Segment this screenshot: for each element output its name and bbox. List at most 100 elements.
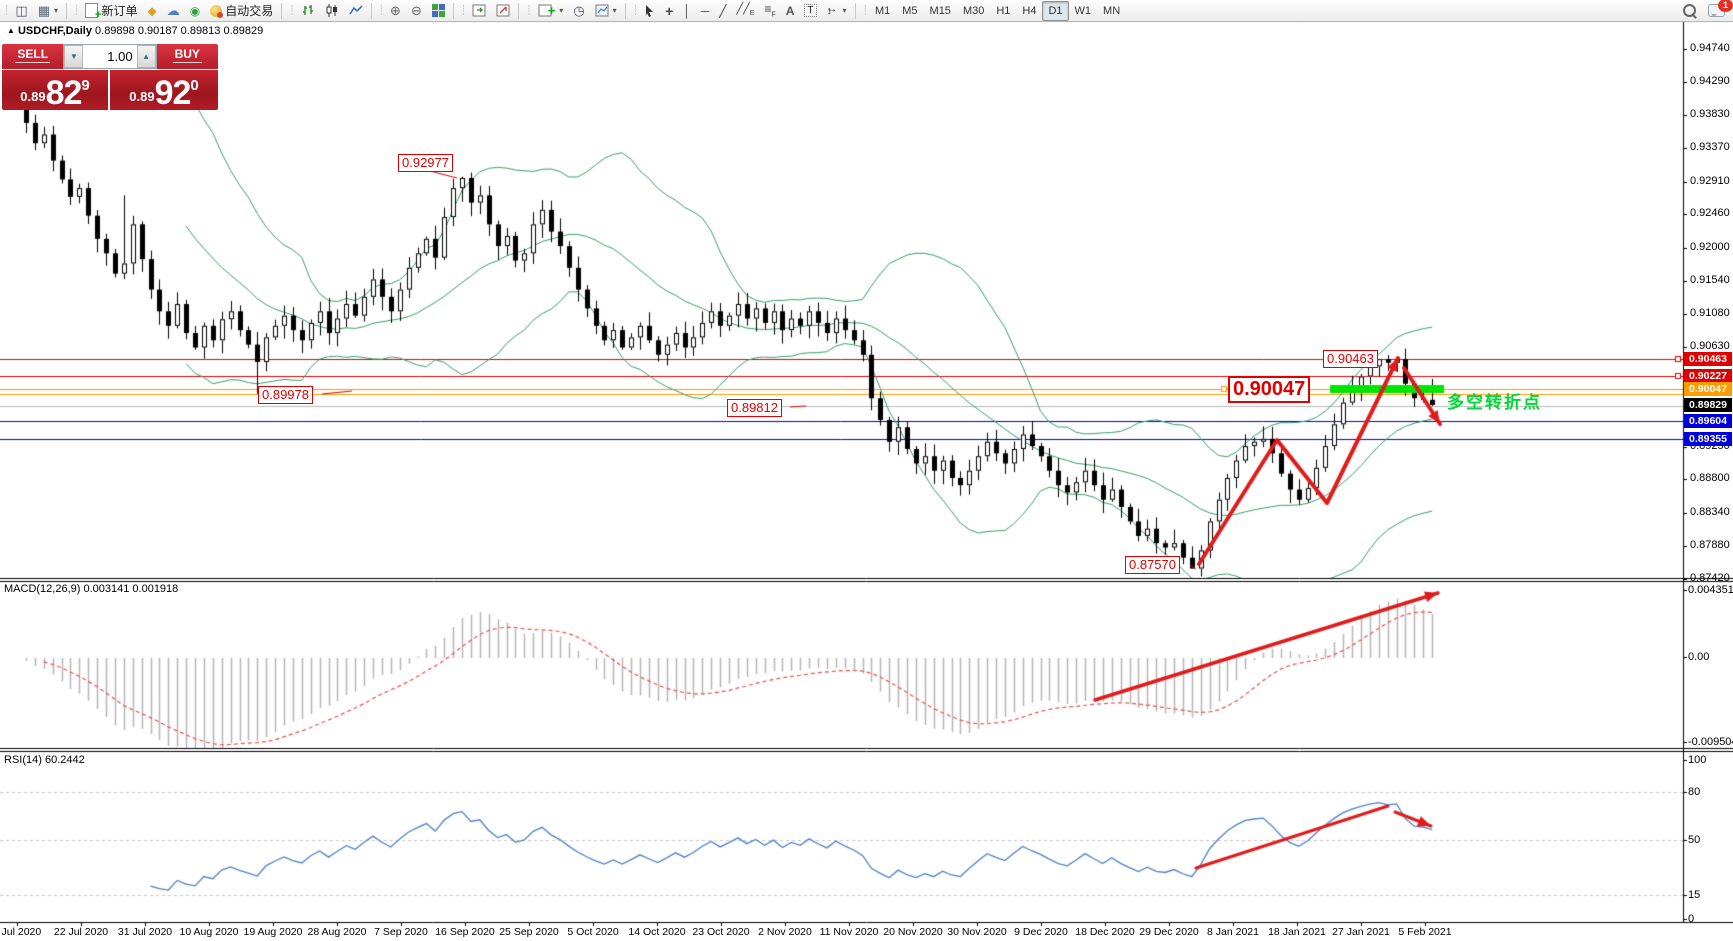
date-axis-label: 23 Oct 2020 bbox=[692, 926, 750, 938]
timeframe-h4[interactable]: H4 bbox=[1022, 4, 1037, 17]
tile-windows-button[interactable] bbox=[427, 1, 450, 21]
arrows-icon: ↔ ↕ bbox=[826, 2, 838, 17]
auto-scroll-button[interactable] bbox=[491, 1, 515, 21]
date-axis-label: 2 Nov 2020 bbox=[758, 926, 812, 938]
macd-axis-label: 0.00 bbox=[1688, 651, 1710, 663]
styler-button[interactable]: ◆ bbox=[142, 1, 161, 21]
one-click-trading-panel: SELL ▼ 1.00 ▲ BUY 0.89 82 9 0.89 92 0 bbox=[2, 44, 218, 110]
chat-icon[interactable]: 1 bbox=[1708, 0, 1733, 17]
trendline-tool[interactable]: ╱ bbox=[714, 1, 731, 21]
price-axis-tick: 0.90630 bbox=[1690, 339, 1730, 352]
autotrading-button[interactable]: 自动交易 bbox=[205, 1, 278, 21]
timeframe-m1[interactable]: M1 bbox=[874, 4, 891, 17]
date-axis-label: 18 Jan 2021 bbox=[1268, 926, 1326, 938]
price-axis-badge: 0.90227 bbox=[1684, 369, 1732, 383]
sell-price-sup: 9 bbox=[81, 77, 90, 94]
zoom-out-icon: ⊖ bbox=[410, 3, 422, 18]
timeframe-m15[interactable]: M15 bbox=[929, 4, 951, 17]
horizontal-line-tool[interactable]: ─ bbox=[696, 1, 715, 21]
candlestick-chart-button[interactable] bbox=[320, 1, 344, 21]
buy-button[interactable]: BUY bbox=[156, 44, 218, 69]
annotation-text: 多空转折点 bbox=[1447, 393, 1542, 412]
price-axis-badge: 0.89829 bbox=[1684, 397, 1732, 412]
indicators-button[interactable]: + ▾ bbox=[533, 1, 569, 21]
timeframe-d1[interactable]: D1 bbox=[1042, 0, 1069, 21]
rsi-header: RSI(14) 60.2442 bbox=[4, 754, 85, 766]
date-axis-label: 5 Oct 2020 bbox=[567, 926, 619, 938]
periods-button[interactable]: ◷ bbox=[568, 1, 589, 21]
toolbar-group-handle[interactable]: ┊ bbox=[4, 5, 10, 15]
toolbar-group-handle[interactable]: ┊ bbox=[460, 5, 467, 15]
vertical-line-tool[interactable]: │ bbox=[678, 1, 696, 21]
community-button[interactable]: ☁ bbox=[162, 1, 185, 21]
rsi-axis-label: 50 bbox=[1688, 833, 1701, 846]
add-indicator-icon bbox=[538, 4, 552, 17]
text-tool[interactable]: A bbox=[781, 1, 800, 21]
crosshair-tool[interactable]: + bbox=[660, 1, 678, 21]
macd-axis-label: 0.004351 bbox=[1688, 584, 1733, 596]
price-axis-badge: 0.90463 bbox=[1684, 351, 1732, 366]
price-axis-tick: 0.87880 bbox=[1690, 539, 1730, 552]
price-axis-tick: 0.91080 bbox=[1690, 307, 1730, 320]
new-chart-button[interactable]: ◫ bbox=[10, 1, 32, 21]
price-axis-tick: 0.87420 bbox=[1690, 572, 1730, 585]
new-order-button[interactable]: 新订单 bbox=[80, 1, 142, 21]
price-axis-tick: 0.92460 bbox=[1690, 207, 1730, 220]
timeframe-w1[interactable]: W1 bbox=[1074, 4, 1092, 17]
cursor-icon bbox=[646, 5, 654, 17]
toolbar-group-handle[interactable]: ┊ bbox=[289, 5, 295, 15]
search-icon[interactable] bbox=[1683, 4, 1696, 17]
price-axis-badge: 0.89604 bbox=[1684, 414, 1732, 429]
ohlc-values: 0.89898 0.90187 0.89813 0.89829 bbox=[95, 25, 264, 37]
equidistant-channel-tool[interactable]: ╱╱E bbox=[732, 1, 760, 21]
date-axis-label: 19 Aug 2020 bbox=[243, 926, 303, 938]
sell-price-big: 82 bbox=[45, 74, 83, 113]
toolbar-right: 1 bbox=[1683, 0, 1733, 21]
zoom-out-button[interactable]: ⊖ bbox=[406, 1, 427, 21]
buy-price[interactable]: 0.89 92 0 bbox=[110, 70, 218, 110]
volume-stepper: ▼ 1.00 ▲ bbox=[63, 44, 157, 69]
price-object-label: 0.92977 bbox=[398, 154, 453, 172]
price-axis-tick: 0.94290 bbox=[1690, 74, 1730, 87]
date-axis-label: 31 Jul 2020 bbox=[117, 926, 173, 938]
crosshair-icon: + bbox=[665, 2, 674, 19]
chart-title: ▲ USDCHF,Daily 0.89898 0.90187 0.89813 0… bbox=[7, 25, 263, 37]
toolbar-group-handle[interactable]: ┊ bbox=[526, 5, 532, 15]
rsi-axis-label: 80 bbox=[1688, 785, 1701, 798]
volume-down-button[interactable]: ▼ bbox=[64, 45, 84, 68]
toolbar-group-handle[interactable]: ┊ bbox=[378, 5, 385, 15]
toolbar-group-handle[interactable]: ┊ bbox=[862, 5, 869, 15]
buy-price-big: 92 bbox=[154, 74, 192, 113]
text-label-tool[interactable]: T bbox=[799, 1, 821, 21]
channel-icon: ╱╱E bbox=[736, 2, 755, 18]
buy-price-sup: 0 bbox=[190, 77, 199, 94]
line-chart-button[interactable] bbox=[344, 1, 368, 21]
volume-value[interactable]: 1.00 bbox=[107, 49, 133, 64]
price-axis-tick: 0.93830 bbox=[1690, 107, 1730, 120]
zoom-in-button[interactable]: ⊕ bbox=[385, 1, 406, 21]
bars-chart-button[interactable] bbox=[296, 1, 320, 21]
toolbar-group-handle[interactable]: ┊ bbox=[632, 5, 639, 15]
timeframe-mn[interactable]: MN bbox=[1103, 4, 1121, 17]
signals-button[interactable]: ◉ bbox=[185, 1, 205, 21]
toolbar-group-handle[interactable]: ┊ bbox=[74, 5, 80, 15]
templates-button[interactable]: ▾ bbox=[590, 1, 622, 21]
date-axis-label: 29 Dec 2020 bbox=[1139, 926, 1199, 938]
period-clock-icon: ◷ bbox=[573, 3, 585, 18]
hline-icon: ─ bbox=[700, 3, 710, 18]
bars-chart-icon bbox=[302, 5, 313, 15]
volume-up-button[interactable]: ▲ bbox=[136, 45, 156, 68]
date-axis-label: 7 Sep 2020 bbox=[374, 926, 428, 938]
fibonacci-tool[interactable]: ≡F bbox=[759, 1, 780, 21]
arrows-tool[interactable]: ↔ ↕ ▾ bbox=[826, 2, 847, 17]
timeframe-m5[interactable]: M5 bbox=[902, 4, 918, 17]
sell-price[interactable]: 0.89 82 9 bbox=[2, 70, 108, 110]
profiles-button[interactable]: ▦ ▾ bbox=[37, 3, 59, 18]
timeframe-m30[interactable]: M30 bbox=[962, 4, 985, 17]
chart-shift-button[interactable] bbox=[467, 1, 491, 21]
timeframe-h1[interactable]: H1 bbox=[996, 4, 1011, 17]
price-object-label: 0.89978 bbox=[258, 386, 313, 404]
sell-button[interactable]: SELL bbox=[2, 44, 64, 69]
cursor-tool[interactable] bbox=[639, 1, 660, 21]
